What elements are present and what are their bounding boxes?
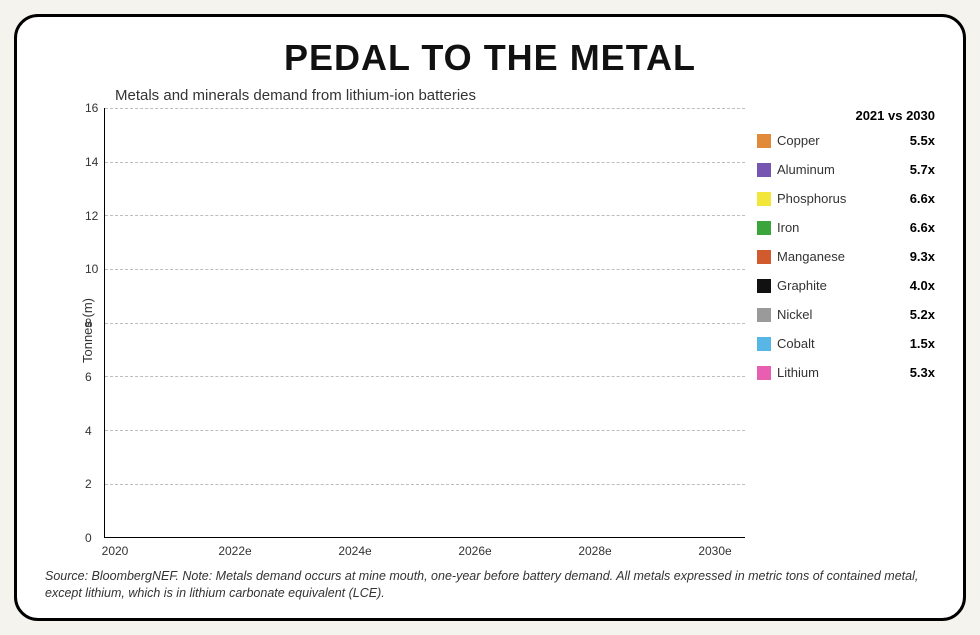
x-tick <box>265 544 325 558</box>
legend-swatch <box>757 192 771 206</box>
legend-multiplier: 5.2x <box>895 307 935 322</box>
chart-frame: PEDAL TO THE METAL Metals and minerals d… <box>14 14 966 621</box>
chart-title: PEDAL TO THE METAL <box>45 37 935 79</box>
legend-multiplier: 5.7x <box>895 162 935 177</box>
legend-swatch <box>757 221 771 235</box>
legend-name: Manganese <box>777 249 895 264</box>
legend-name: Phosphorus <box>777 191 895 206</box>
legend-multiplier: 5.3x <box>895 365 935 380</box>
legend-item-lithium: Lithium5.3x <box>757 365 935 380</box>
chart-subtitle: Metals and minerals demand from lithium-… <box>115 87 935 104</box>
legend-multiplier: 6.6x <box>895 191 935 206</box>
bars-region <box>104 108 745 538</box>
source-footnote: Source: BloombergNEF. Note: Metals deman… <box>45 568 935 602</box>
x-tick: 2028e <box>565 544 625 558</box>
x-tick: 2030e <box>685 544 745 558</box>
legend-name: Copper <box>777 133 895 148</box>
legend-name: Iron <box>777 220 895 235</box>
x-tick: 2022e <box>205 544 265 558</box>
legend-multiplier: 6.6x <box>895 220 935 235</box>
x-tick: 2020 <box>85 544 145 558</box>
legend-multiplier: 9.3x <box>895 249 935 264</box>
x-tick <box>145 544 205 558</box>
legend-name: Nickel <box>777 307 895 322</box>
legend-swatch <box>757 279 771 293</box>
legend-item-graphite: Graphite4.0x <box>757 278 935 293</box>
legend-swatch <box>757 134 771 148</box>
legend-swatch <box>757 366 771 380</box>
y-axis-label: Tonnes (m) <box>80 298 95 363</box>
legend-item-nickel: Nickel5.2x <box>757 307 935 322</box>
x-tick <box>625 544 685 558</box>
legend-name: Aluminum <box>777 162 895 177</box>
legend-swatch <box>757 250 771 264</box>
chart-body: Tonnes (m) 0246810121416 20202022e2024e2… <box>45 108 935 558</box>
legend-item-cobalt: Cobalt1.5x <box>757 336 935 351</box>
legend-swatch <box>757 337 771 351</box>
x-ticks: 2020 2022e 2024e 2026e 2028e 2030e <box>45 544 745 558</box>
legend: 2021 vs 2030 Copper5.5xAluminum5.7xPhosp… <box>745 108 935 558</box>
bars-container <box>105 108 745 537</box>
legend-item-iron: Iron6.6x <box>757 220 935 235</box>
legend-item-manganese: Manganese9.3x <box>757 249 935 264</box>
x-tick: 2024e <box>325 544 385 558</box>
legend-item-copper: Copper5.5x <box>757 133 935 148</box>
legend-swatch <box>757 308 771 322</box>
legend-header: 2021 vs 2030 <box>757 108 935 123</box>
x-tick <box>505 544 565 558</box>
x-tick <box>385 544 445 558</box>
x-tick: 2026e <box>445 544 505 558</box>
legend-multiplier: 1.5x <box>895 336 935 351</box>
y-axis: Tonnes (m) 0246810121416 <box>85 108 104 538</box>
legend-multiplier: 5.5x <box>895 133 935 148</box>
legend-item-phosphorus: Phosphorus6.6x <box>757 191 935 206</box>
legend-item-aluminum: Aluminum5.7x <box>757 162 935 177</box>
legend-header-label: 2021 vs 2030 <box>855 108 935 123</box>
legend-name: Graphite <box>777 278 895 293</box>
legend-multiplier: 4.0x <box>895 278 935 293</box>
plot-wrap: Tonnes (m) 0246810121416 20202022e2024e2… <box>45 108 745 558</box>
legend-swatch <box>757 163 771 177</box>
legend-name: Lithium <box>777 365 895 380</box>
legend-name: Cobalt <box>777 336 895 351</box>
